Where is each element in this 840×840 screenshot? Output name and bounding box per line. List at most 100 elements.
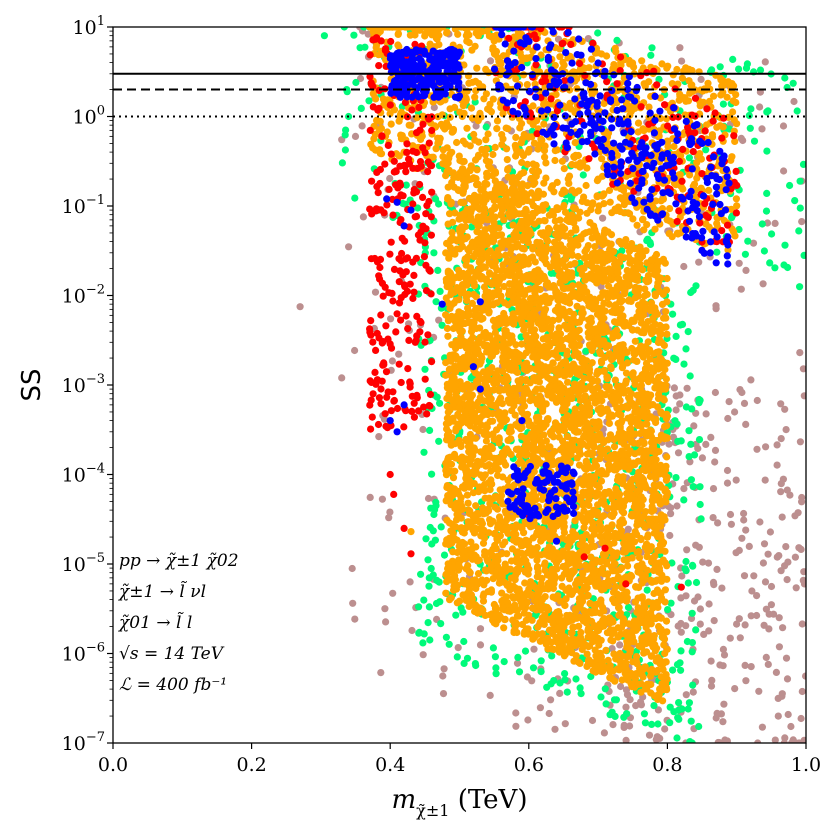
orange-point [488,207,496,215]
green-point [425,582,433,590]
orange-point [540,431,548,439]
green-point [666,719,674,727]
brown-point [676,391,684,399]
orange-point [601,276,610,284]
brown-point [672,406,680,414]
brown-point [761,58,769,66]
green-point [795,227,803,235]
brown-point [748,587,756,595]
brown-point [707,682,716,690]
orange-point [499,367,507,375]
orange-point [660,314,668,322]
green-point [624,603,633,612]
brown-point [680,262,688,271]
brown-point [798,687,806,696]
orange-point [606,268,614,276]
orange-point [505,339,513,347]
brown-point [742,266,750,274]
green-point [763,189,771,197]
green-point [677,666,685,674]
brown-point [758,723,767,731]
green-point [351,194,359,202]
orange-point [557,294,565,302]
orange-point [597,469,605,477]
green-point [434,266,442,274]
green-point [457,604,465,612]
green-point [587,672,595,681]
brown-point [682,691,690,699]
orange-point [657,596,666,604]
orange-point [482,437,490,445]
orange-point [454,266,463,274]
green-point [766,259,774,267]
green-point [688,609,696,617]
green-point [436,399,444,407]
green-point [489,644,497,652]
green-point [664,606,672,614]
orange-point [652,668,660,676]
green-point [670,354,678,362]
green-point [672,474,680,482]
brown-point [556,689,564,698]
brown-point [783,576,791,584]
orange-point [647,620,655,628]
brown-point [779,624,787,632]
brown-point [764,660,772,669]
green-point [800,251,806,259]
green-point [684,705,692,713]
brown-point [389,589,397,597]
green-point [646,238,654,246]
green-point [429,571,437,579]
orange-point [601,323,610,331]
green-point [620,713,628,721]
green-point [669,666,677,674]
green-point [747,105,755,113]
orange-point [455,423,463,431]
brown-point [772,668,781,677]
orange-point [447,357,455,365]
brown-point [745,542,753,551]
orange-point [542,281,551,289]
green-point [666,703,674,711]
orange-point [443,436,451,444]
green-point [690,451,699,459]
green-point [433,576,441,585]
brown-point [773,461,781,469]
orange-point [594,491,602,499]
green-point [343,86,351,94]
green-point [338,159,346,167]
green-point [675,699,683,707]
orange-point [658,339,666,347]
brown-point [802,672,806,680]
brown-point [667,504,675,512]
orange-point [582,419,590,427]
brown-point [738,388,746,397]
orange-point [465,506,473,514]
orange-point [588,609,596,617]
orange-point [610,503,618,511]
brown-point [740,399,749,407]
brown-point [547,696,555,704]
orange-point [554,626,562,634]
brown-point [732,476,740,484]
brown-point [718,584,726,592]
brown-point [677,628,685,636]
green-point [648,44,656,52]
green-point [687,440,695,448]
green-point [521,647,530,655]
brown-point [670,384,679,392]
orange-point [568,417,576,425]
brown-point [754,739,762,743]
brown-point [723,737,731,743]
orange-point [626,426,634,434]
brown-point [714,738,722,743]
green-point [537,657,545,665]
brown-point [735,615,743,623]
brown-point [727,520,736,528]
brown-point [476,625,485,633]
green-point [500,658,508,666]
brown-point [777,480,785,488]
brown-point [385,514,393,522]
brown-point [439,672,447,680]
orange-point [611,376,620,384]
